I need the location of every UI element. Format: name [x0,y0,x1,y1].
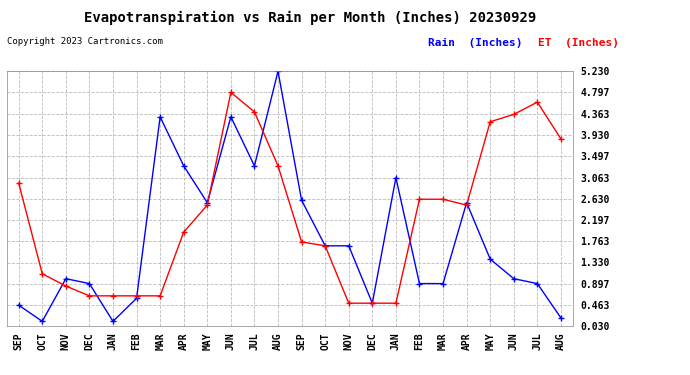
Text: ET  (Inches): ET (Inches) [538,38,619,48]
Text: Rain  (Inches): Rain (Inches) [428,38,522,48]
Text: Copyright 2023 Cartronics.com: Copyright 2023 Cartronics.com [7,38,163,46]
Text: Evapotranspiration vs Rain per Month (Inches) 20230929: Evapotranspiration vs Rain per Month (In… [84,11,537,26]
